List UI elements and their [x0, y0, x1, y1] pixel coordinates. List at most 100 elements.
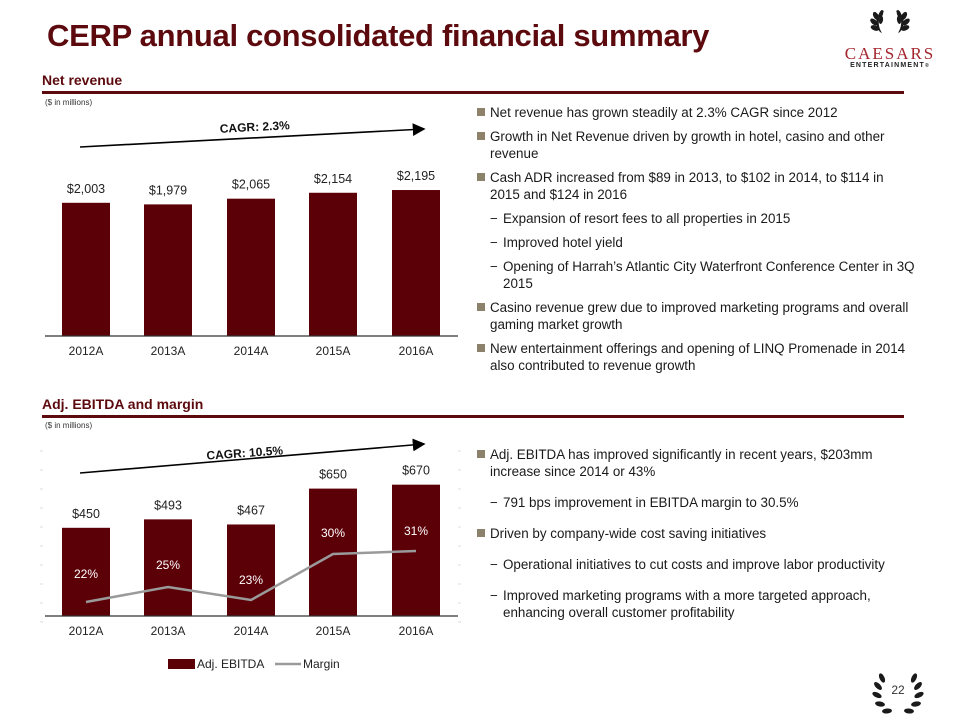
- x-tick-label: 2015A: [316, 344, 351, 358]
- data-label: $670: [402, 464, 430, 478]
- laurel-wreath-icon: [870, 10, 910, 33]
- data-label: $2,065: [232, 178, 270, 192]
- dash-bullet-icon: −: [490, 259, 498, 274]
- ebitda-units: ($ in millions): [45, 421, 93, 430]
- x-tick-label: 2015A: [316, 624, 351, 638]
- cagr-arrow: [79, 438, 426, 474]
- laurel-wreath-icon: [872, 673, 924, 714]
- sub-bullet-item: − Operational initiatives to cut costs an…: [476, 556, 916, 573]
- dash-bullet-icon: −: [490, 495, 498, 510]
- ebitda-section-title: Adj. EBITDA and margin: [42, 396, 204, 412]
- net-revenue-units: ($ in millions): [45, 98, 93, 107]
- net-revenue-section-title: Net revenue: [42, 72, 123, 88]
- bar: [227, 198, 275, 336]
- legend-label-adj-ebitda: Adj. EBITDA: [197, 657, 264, 671]
- dash-bullet-icon: −: [490, 211, 498, 226]
- square-bullet-icon: [477, 303, 485, 311]
- x-tick-label: 2016A: [399, 624, 434, 638]
- data-label: $493: [154, 498, 182, 512]
- bullet-text: Driven by company-wide cost saving initi…: [490, 526, 767, 541]
- sub-bullet-item: − Improved hotel yield: [476, 234, 916, 251]
- data-label: $2,195: [397, 169, 435, 183]
- bar: [227, 524, 275, 616]
- square-bullet-icon: [477, 450, 485, 458]
- logo-sub-label: ENTERTAINMENT: [850, 62, 926, 69]
- data-label: $450: [72, 507, 100, 521]
- bar: [144, 519, 192, 616]
- dash-bullet-icon: −: [490, 235, 498, 250]
- bullet-text: Growth in Net Revenue driven by growth i…: [490, 129, 885, 161]
- x-tick-label: 2012A: [69, 344, 104, 358]
- bar: [144, 204, 192, 336]
- data-label: $467: [237, 503, 265, 517]
- margin-label: 30%: [321, 526, 345, 540]
- margin-line: [85, 549, 417, 604]
- margin-label: 31%: [404, 524, 428, 538]
- bar: [392, 190, 440, 336]
- data-label: $2,154: [314, 172, 352, 186]
- sub-bullet-item: − Expansion of resort fees to all propert…: [476, 210, 916, 227]
- page-title: CERP annual consolidated financial summa…: [47, 18, 710, 53]
- page-number-badge: 22: [868, 670, 928, 718]
- bar: [62, 202, 110, 336]
- net-revenue-divider: [42, 91, 904, 94]
- ebitda-margin-chart: $450 2012A $493 2013A $467 2014A $650 2015A $670…: [40, 438, 461, 671]
- bullet-item: Driven by company-wide cost saving initi…: [476, 525, 916, 542]
- x-tick-label: 2016A: [399, 344, 434, 358]
- x-tick-label: 2014A: [234, 344, 269, 358]
- margin-label: 23%: [239, 573, 263, 587]
- legend-label-margin: Margin: [303, 657, 340, 671]
- bullet-text: 791 bps improvement in EBITDA margin to …: [503, 495, 799, 510]
- registered-mark: ®: [925, 63, 930, 69]
- caesars-logo: CAESARS ENTERTAINMENT®: [840, 8, 940, 70]
- logo-brand-text: CAESARS: [844, 44, 936, 63]
- bullet-item: Casino revenue grew due to improved mark…: [476, 299, 916, 333]
- bullet-item: New entertainment offerings and opening …: [476, 340, 916, 374]
- legend-swatch-adj-ebitda: [168, 659, 195, 669]
- page-number: 22: [891, 683, 905, 697]
- data-label: $2,003: [67, 182, 105, 196]
- sub-bullet-item: − Improved marketing programs with a more…: [476, 587, 916, 621]
- ebitda-divider: [42, 415, 904, 418]
- bullet-text: Adj. EBITDA has improved significantly i…: [490, 447, 873, 479]
- bullet-text: New entertainment offerings and opening …: [490, 341, 906, 373]
- bullet-text: Casino revenue grew due to improved mark…: [490, 300, 909, 332]
- cagr-annotation: CAGR: 10.5%: [206, 443, 284, 462]
- sub-bullet-item: −791 bps improvement in EBITDA margin to…: [476, 494, 916, 511]
- x-tick-label: 2013A: [151, 344, 186, 358]
- x-tick-label: 2013A: [151, 624, 186, 638]
- bullet-text: Improved hotel yield: [503, 235, 623, 250]
- bullet-item: Adj. EBITDA has improved significantly i…: [476, 446, 916, 480]
- bullet-text: Net revenue has grown steadily at 2.3% C…: [490, 105, 838, 120]
- sub-bullet-item: − Opening of Harrah’s Atlantic City Water…: [476, 258, 916, 292]
- net-revenue-bullets: Net revenue has grown steadily at 2.3% C…: [476, 104, 916, 381]
- cagr-arrow: [79, 123, 426, 148]
- x-tick-label: 2014A: [234, 624, 269, 638]
- square-bullet-icon: [477, 108, 485, 116]
- bar: [309, 192, 357, 336]
- square-bullet-icon: [477, 132, 485, 140]
- ebitda-bullets: Adj. EBITDA has improved significantly i…: [476, 446, 916, 635]
- margin-label: 22%: [74, 567, 98, 581]
- net-revenue-chart: $2,003 2012A $1,979 2013A $2,065 2014A $2,154 2…: [45, 118, 458, 358]
- cagr-annotation: CAGR: 2.3%: [219, 118, 290, 136]
- x-tick-label: 2012A: [69, 624, 104, 638]
- data-label: $1,979: [149, 183, 187, 197]
- dash-bullet-icon: −: [490, 588, 498, 603]
- bullet-text: Opening of Harrah’s Atlantic City Waterf…: [503, 259, 915, 291]
- bullet-text: Expansion of resort fees to all properti…: [503, 211, 791, 226]
- bullet-text: Cash ADR increased from $89 in 2013, to …: [490, 170, 884, 202]
- square-bullet-icon: [477, 344, 485, 352]
- bullet-item: Net revenue has grown steadily at 2.3% C…: [476, 104, 916, 121]
- square-bullet-icon: [477, 529, 485, 537]
- logo-sub-text: ENTERTAINMENT®: [840, 62, 940, 70]
- bullet-item: Cash ADR increased from $89 in 2013, to …: [476, 169, 916, 203]
- square-bullet-icon: [477, 173, 485, 181]
- bullet-item: Growth in Net Revenue driven by growth i…: [476, 128, 916, 162]
- dash-bullet-icon: −: [490, 557, 498, 572]
- data-label: $650: [319, 468, 347, 482]
- bullet-text: Improved marketing programs with a more …: [503, 588, 871, 620]
- margin-label: 25%: [156, 558, 180, 572]
- bullet-text: Operational initiatives to cut costs and…: [503, 557, 885, 572]
- bar: [392, 484, 440, 616]
